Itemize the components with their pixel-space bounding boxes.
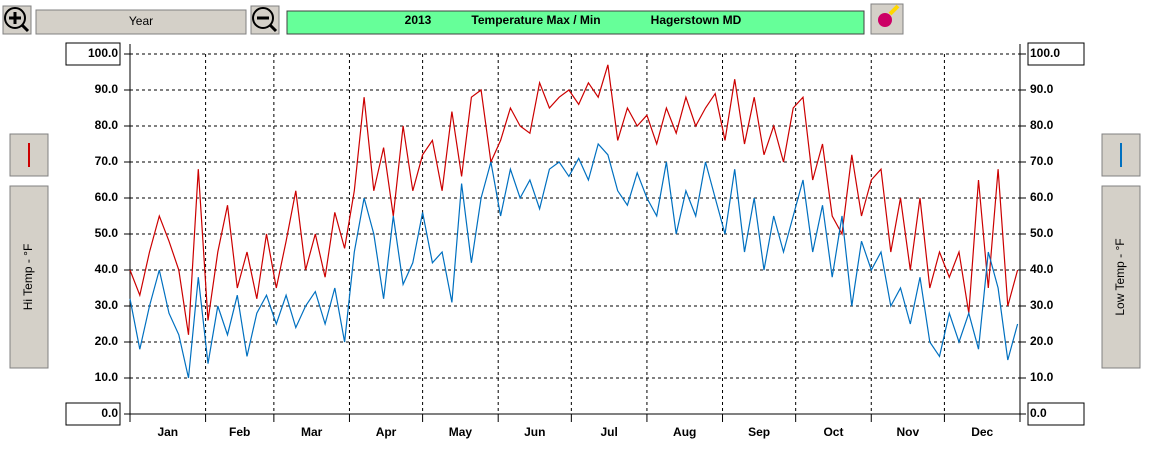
zoom-in-button[interactable]: [2, 5, 32, 35]
x-tick-label: Sep: [748, 425, 770, 439]
y-axis-label: Hi Temp - °F: [21, 244, 35, 311]
y2-tick-label: 10.0: [1030, 370, 1054, 384]
chart-title: Temperature Max / Min: [471, 13, 600, 27]
y2-tick-label: 20.0: [1030, 334, 1054, 348]
hi-axis-button[interactable]: [9, 185, 49, 369]
x-tick-label: Aug: [673, 425, 696, 439]
y-tick-label: 100.0: [88, 46, 118, 60]
series-line: [129, 142, 1019, 379]
zoom-label: Year: [129, 14, 153, 28]
zoom-out-button[interactable]: [250, 5, 280, 35]
y-tick-box: [65, 42, 121, 66]
x-tick-label: Oct: [823, 425, 843, 439]
y2-tick-label: 70.0: [1030, 154, 1054, 168]
x-tick-label: Mar: [301, 425, 323, 439]
zoom-button[interactable]: [35, 9, 247, 35]
y2-tick-label: 90.0: [1030, 82, 1054, 96]
y-tick-label: 60.0: [95, 190, 119, 204]
y-tick-label: 30.0: [95, 298, 119, 312]
x-tick-label: Jan: [157, 425, 178, 439]
y-tick-label: 90.0: [95, 82, 119, 96]
x-tick-label: May: [449, 425, 473, 439]
low-axis-button[interactable]: [1101, 185, 1141, 369]
y2-tick-box: [1027, 42, 1085, 66]
y2-tick-label: 0.0: [1030, 406, 1047, 420]
y-tick-label: 20.0: [95, 334, 119, 348]
x-tick-label: Apr: [376, 425, 397, 439]
print-button[interactable]: [870, 3, 904, 35]
y-tick-box: [65, 402, 121, 426]
y2-tick-label: 80.0: [1030, 118, 1054, 132]
title-bar: [286, 10, 865, 35]
y2-tick-label: 60.0: [1030, 190, 1054, 204]
series-line: [129, 64, 1019, 335]
x-tick-label: Nov: [896, 425, 919, 439]
y2-axis-label: Low Temp - °F: [1113, 238, 1127, 315]
location: Hagerstown MD: [651, 13, 742, 27]
x-tick-label: Jun: [524, 425, 545, 439]
y-tick-label: 50.0: [95, 226, 119, 240]
y2-tick-label: 100.0: [1030, 46, 1060, 60]
y2-tick-label: 50.0: [1030, 226, 1054, 240]
y2-tick-label: 40.0: [1030, 262, 1054, 276]
x-tick-label: Jul: [600, 425, 617, 439]
y-tick-label: 0.0: [101, 406, 118, 420]
year: 2013: [405, 13, 432, 27]
x-tick-label: Dec: [971, 425, 993, 439]
y-tick-label: 80.0: [95, 118, 119, 132]
x-tick-label: Feb: [229, 425, 250, 439]
y-tick-label: 40.0: [95, 262, 119, 276]
y2-tick-label: 30.0: [1030, 298, 1054, 312]
y-tick-label: 10.0: [95, 370, 119, 384]
y2-tick-box: [1027, 402, 1085, 426]
hi-color-button[interactable]: [9, 133, 49, 177]
y-tick-label: 70.0: [95, 154, 119, 168]
